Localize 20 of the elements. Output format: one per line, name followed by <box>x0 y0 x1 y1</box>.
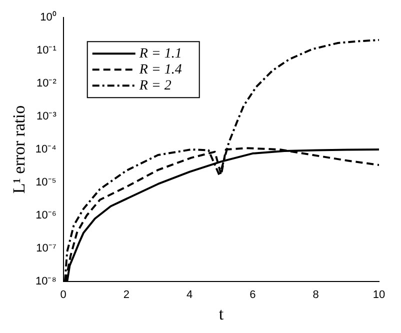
x-tick-label: 10 <box>372 289 386 302</box>
y-tick-label: 10⁻⁵ <box>36 176 56 189</box>
x-tick-label: 6 <box>250 289 256 302</box>
y-tick-label: 10⁰ <box>40 10 56 24</box>
y-tick-label: 10⁻⁴ <box>35 144 57 156</box>
legend-label: R = 1.4 <box>138 62 182 78</box>
legend-label: R = 1.1 <box>138 46 182 62</box>
y-axis-title: L¹ error ratio <box>10 105 29 194</box>
x-tick-label: 4 <box>186 289 193 302</box>
y-tick-label: 10⁻⁶ <box>36 209 56 222</box>
x-axis-title: t <box>218 304 224 324</box>
x-tick-label: 2 <box>123 289 130 302</box>
y-tick-label: 10⁻⁸ <box>35 275 56 288</box>
y-tick-label: 10⁻¹ <box>36 44 57 57</box>
x-tick-label: 0 <box>60 289 66 302</box>
y-tick-label: 10⁻³ <box>36 110 57 123</box>
legend-label: R = 2 <box>138 78 172 94</box>
y-tick-label: 10⁻² <box>36 78 57 90</box>
x-tick-label: 8 <box>312 289 319 302</box>
y-tick-label: 10⁻⁷ <box>36 242 56 254</box>
